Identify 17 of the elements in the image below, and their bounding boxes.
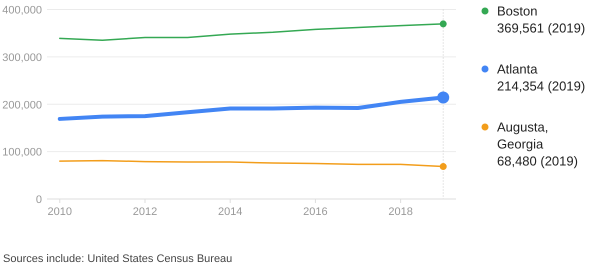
y-tick-label: 200,000 xyxy=(2,99,42,112)
legend-label: Augusta, Georgia xyxy=(497,120,548,152)
text: 68,480 (2019) xyxy=(497,154,578,168)
text: 369,561 (2019) xyxy=(497,20,586,36)
x-tick-label: 2012 xyxy=(132,206,158,218)
legend-label: Atlanta xyxy=(497,62,538,76)
x-tick-label: 2016 xyxy=(303,206,328,218)
y-tick-label: 0 xyxy=(36,194,42,206)
y-tick-label: 300,000 xyxy=(2,52,42,64)
x-tick-label: 2014 xyxy=(218,206,242,218)
text: 214,354 (2019) xyxy=(497,78,586,94)
x-tick-label: 2018 xyxy=(388,206,413,218)
legend-label: Boston xyxy=(497,4,538,18)
y-tick-label: 400,000 xyxy=(2,4,42,16)
x-tick-label: 2010 xyxy=(48,206,72,218)
y-tick-label: 100,000 xyxy=(2,146,42,159)
source-note: Sources include: United States Census Bureau xyxy=(3,253,232,265)
